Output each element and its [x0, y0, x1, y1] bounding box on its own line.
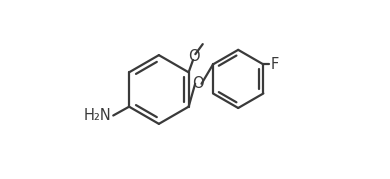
Text: O: O [193, 76, 204, 91]
Text: O: O [188, 49, 200, 64]
Text: F: F [271, 57, 279, 72]
Text: H₂N: H₂N [84, 108, 112, 123]
